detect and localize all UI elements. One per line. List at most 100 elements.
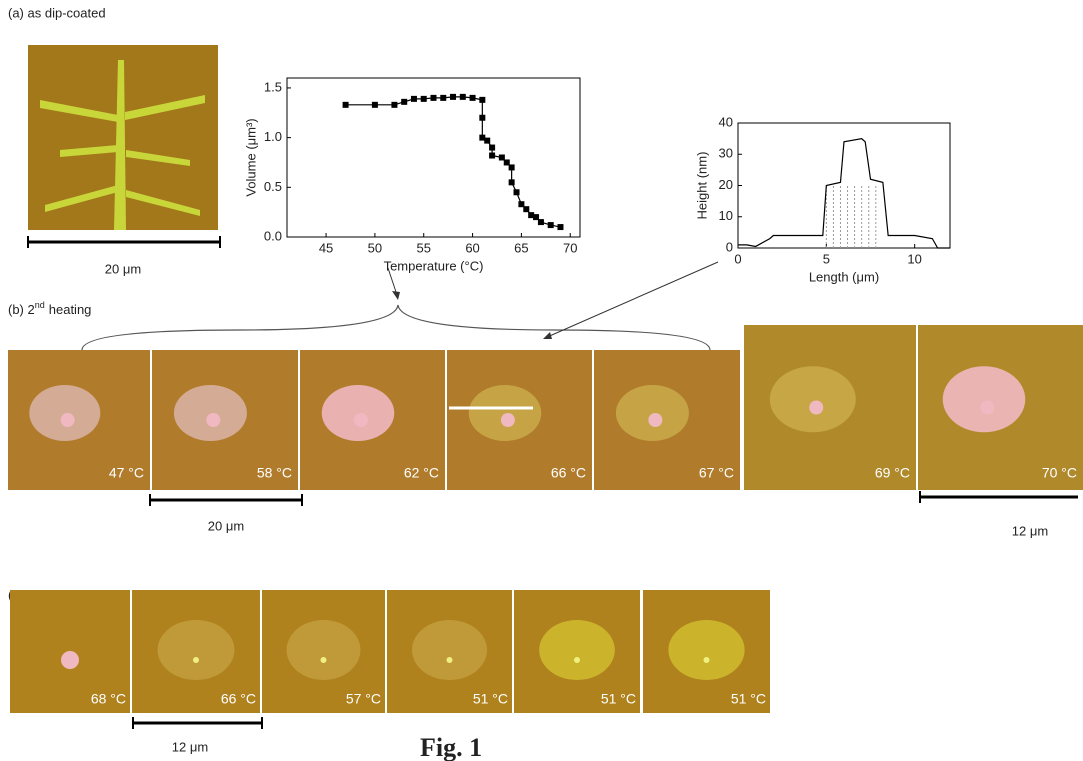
marker	[509, 179, 515, 185]
domain	[943, 366, 1026, 432]
domain	[61, 413, 75, 427]
temperature-label: 57 °C	[346, 691, 381, 707]
marker	[470, 95, 476, 101]
x-tick-label: 10	[907, 251, 921, 266]
domain	[770, 366, 856, 432]
panel-a-label: (a) as dip-coated	[8, 5, 106, 20]
plot-frame	[287, 78, 580, 237]
marker	[509, 164, 515, 170]
domain	[469, 385, 542, 441]
y-axis-label: Volume (μm³)	[243, 118, 258, 196]
x-tick-label: 55	[416, 240, 430, 255]
afm-image: 57 °C	[262, 590, 385, 713]
caption: Fig. 1	[420, 733, 482, 761]
marker	[431, 95, 437, 101]
afm-image: 68 °C	[10, 590, 130, 713]
marker	[391, 102, 397, 108]
x-tick-label: 0	[734, 251, 741, 266]
temperature-label: 68 °C	[91, 691, 126, 707]
y-tick-label: 40	[719, 114, 733, 129]
afm-image: 62 °C	[300, 350, 445, 490]
x-tick-label: 50	[368, 240, 382, 255]
domain	[321, 657, 327, 663]
domain	[501, 413, 515, 427]
temperature-label: 58 °C	[257, 465, 292, 481]
temperature-label: 51 °C	[731, 691, 766, 707]
y-tick-label: 30	[719, 146, 733, 161]
domain	[704, 657, 710, 663]
domain	[412, 620, 487, 680]
scale-label: 12 μm	[1012, 523, 1048, 538]
marker	[489, 145, 495, 151]
figure: (a) as dip-coated 20 μm (b) 2ndheating 2…	[0, 0, 1083, 761]
y-axis-label: Height (nm)	[694, 152, 709, 220]
marker	[372, 102, 378, 108]
afm-image	[28, 45, 218, 230]
x-tick-label: 65	[514, 240, 528, 255]
marker	[479, 115, 485, 121]
marker	[514, 189, 520, 195]
afm-image: 58 °C	[152, 350, 298, 490]
temperature-label: 51 °C	[601, 691, 636, 707]
x-axis-label: Temperature (°C)	[384, 258, 484, 273]
domain	[616, 385, 689, 441]
x-tick-label: 60	[465, 240, 479, 255]
marker	[450, 94, 456, 100]
domain	[206, 413, 220, 427]
marker	[421, 96, 427, 102]
temperature-label: 47 °C	[109, 465, 144, 481]
domain	[809, 401, 823, 415]
afm-image: 70 °C	[918, 325, 1083, 490]
scale-label: 20 μm	[208, 518, 244, 533]
temperature-label: 62 °C	[404, 465, 439, 481]
temperature-label: 70 °C	[1042, 465, 1077, 481]
afm-image: 67 °C	[594, 350, 740, 490]
domain	[61, 651, 79, 669]
domain	[322, 385, 395, 441]
afm-image: 51 °C	[514, 590, 640, 713]
temperature-label: 69 °C	[875, 465, 910, 481]
afm-image: 66 °C	[132, 590, 260, 713]
marker	[401, 99, 407, 105]
domain	[193, 657, 199, 663]
temperature-label: 66 °C	[551, 465, 586, 481]
arrow	[545, 262, 718, 338]
scale-label: 12 μm	[172, 739, 208, 754]
marker	[538, 219, 544, 225]
afm-image: 69 °C	[744, 325, 916, 490]
domain	[574, 657, 580, 663]
marker	[489, 153, 495, 159]
temperature-label: 51 °C	[473, 691, 508, 707]
scale-label: 20 μm	[105, 261, 141, 276]
domain	[29, 385, 100, 441]
y-tick-label: 1.5	[264, 79, 282, 94]
afm-image: 51 °C	[387, 590, 512, 713]
domain	[539, 620, 615, 680]
y-tick-label: 10	[719, 208, 733, 223]
temperature-label: 66 °C	[221, 691, 256, 707]
domain	[980, 401, 994, 415]
afm-image: 66 °C	[447, 350, 592, 490]
x-tick-label: 5	[823, 251, 830, 266]
marker	[557, 224, 563, 230]
marker	[411, 96, 417, 102]
x-tick-label: 70	[563, 240, 577, 255]
temperature-label: 67 °C	[699, 465, 734, 481]
marker	[460, 94, 466, 100]
domain	[447, 657, 453, 663]
marker	[548, 222, 554, 228]
domain	[354, 413, 368, 427]
domain	[158, 620, 235, 680]
afm-image: 47 °C	[8, 350, 150, 490]
y-tick-label: 0.0	[264, 228, 282, 243]
marker	[523, 206, 529, 212]
marker	[479, 97, 485, 103]
data-line	[738, 139, 950, 248]
y-tick-label: 0.5	[264, 179, 282, 194]
x-axis-label: Length (μm)	[809, 269, 879, 284]
domain	[648, 413, 662, 427]
marker	[343, 102, 349, 108]
y-tick-label: 1.0	[264, 129, 282, 144]
x-tick-label: 45	[319, 240, 333, 255]
